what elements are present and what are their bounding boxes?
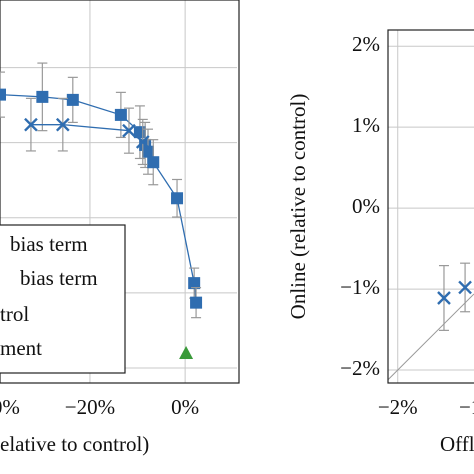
cross-marker xyxy=(24,117,38,132)
y-axis-label: Online (relative to control) xyxy=(286,94,310,320)
square-marker xyxy=(66,93,79,106)
y-tick-label: −2% xyxy=(340,356,380,380)
legend-label: trol xyxy=(0,302,29,326)
plot-frame xyxy=(387,29,474,384)
x-tick-label: −20% xyxy=(65,395,115,419)
cross-marker xyxy=(458,280,472,295)
x-tick-label: 0% xyxy=(171,395,199,419)
cross-marker xyxy=(122,123,136,138)
square-marker xyxy=(36,90,49,103)
square-marker xyxy=(114,108,127,121)
x-tick-label: −1% xyxy=(459,395,474,419)
x-tick-label: −40% xyxy=(0,395,20,419)
square-marker xyxy=(190,296,203,309)
triangle-marker xyxy=(179,345,194,359)
y-tick-label: 0% xyxy=(352,194,380,218)
legend-label: bias term xyxy=(20,266,98,290)
legend-label: ment xyxy=(0,336,42,360)
legend-label: bias term xyxy=(10,232,88,256)
square-marker xyxy=(147,156,160,169)
x-tick-label: −2% xyxy=(378,395,418,419)
y-tick-label: 1% xyxy=(352,113,380,137)
cross-marker xyxy=(55,117,70,132)
square-marker xyxy=(188,277,201,290)
square-marker xyxy=(142,145,155,158)
legend-box xyxy=(0,224,126,374)
y-tick-label: 2% xyxy=(352,32,380,56)
x-axis-label: Offlin xyxy=(440,432,474,456)
cross-marker xyxy=(437,291,451,305)
square-marker xyxy=(0,88,6,101)
subplot: −2% −1% 2% 1% 0% −1% −2% Offlin Online (relative… xyxy=(286,29,474,456)
identity-line xyxy=(387,293,474,381)
plot-frame xyxy=(0,0,240,384)
y-tick-label: −1% xyxy=(340,275,380,299)
series-line xyxy=(30,124,144,143)
x-axis-label: elative to control) xyxy=(0,432,149,456)
cross-marker xyxy=(135,135,150,149)
square-marker xyxy=(171,192,184,205)
